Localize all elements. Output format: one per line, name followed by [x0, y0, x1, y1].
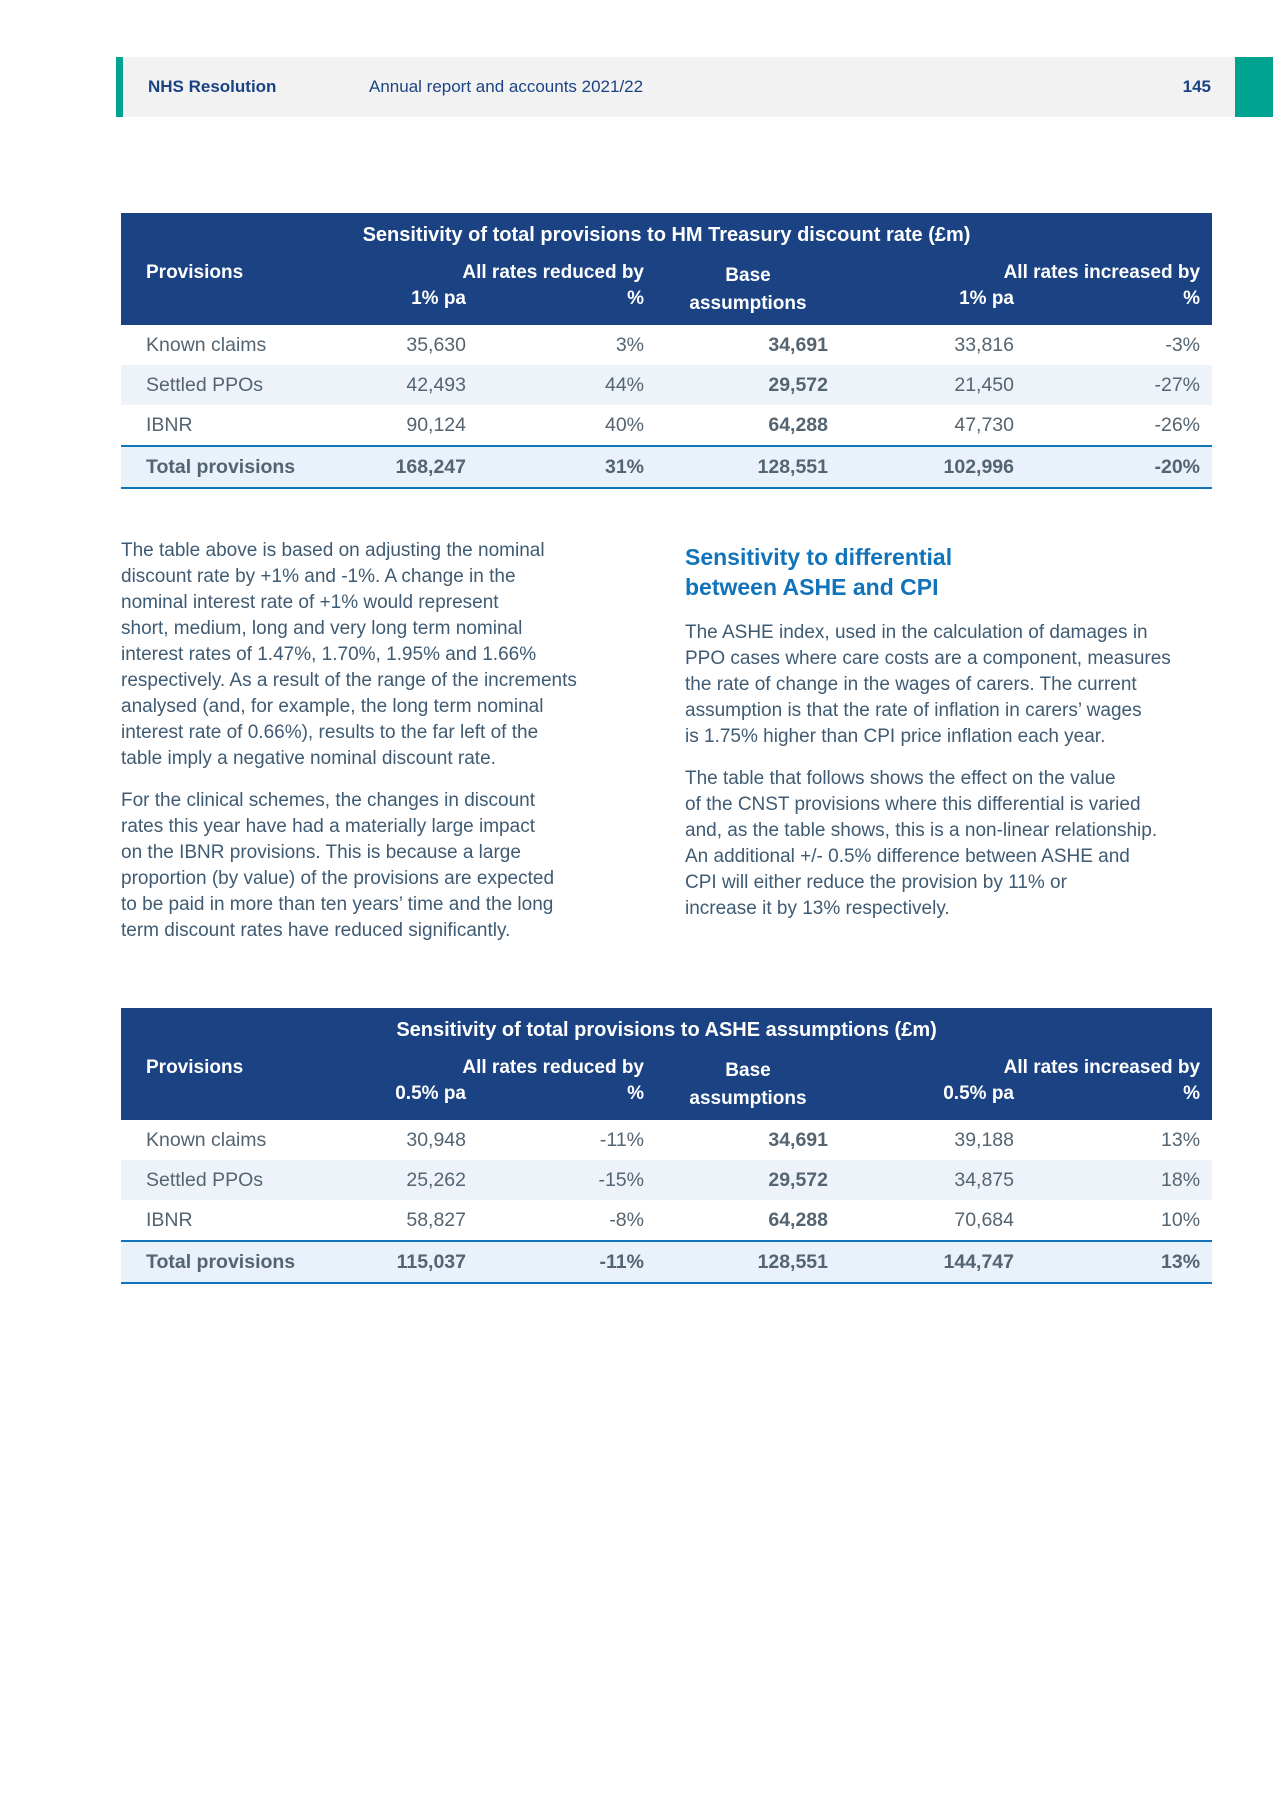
table-row: Settled PPOs 25,262 -15% 29,572 34,875 1… [121, 1160, 1213, 1200]
cell-increased-pct: 13% [1161, 1128, 1201, 1151]
column-header-provisions: Provisions [121, 254, 311, 325]
cell-base: 29,572 [768, 1168, 828, 1191]
total-increased-pct: -20% [1026, 445, 1213, 489]
column-header-base: Base assumptions [656, 1049, 840, 1120]
table-row: Known claims 35,630 3% 34,691 33,816 -3% [121, 325, 1212, 365]
sub-header-rate-reduced: 0.5% pa [311, 1079, 478, 1120]
ashe-sensitivity-table: Sensitivity of total provisions to ASHE … [121, 1008, 1213, 1284]
cell-increased-pct: -3% [1165, 333, 1201, 356]
cell-reduced-pct: -8% [609, 1208, 644, 1231]
row-label: IBNR [146, 413, 193, 436]
document-title: Annual report and accounts 2021/22 [369, 77, 644, 96]
paragraph: The table that follows shows the effect … [685, 768, 1158, 919]
total-base: 128,551 [656, 445, 840, 489]
total-increased: 144,747 [840, 1240, 1026, 1284]
sub-header-rate-increased: 0.5% pa [840, 1079, 1026, 1120]
cell-reduced: 42,493 [406, 373, 466, 396]
cell-reduced: 35,630 [406, 333, 466, 356]
table-row: Known claims 30,948 -11% 34,691 39,188 1… [121, 1120, 1212, 1160]
section-heading: Sensitivity to differential between ASHE… [685, 544, 953, 600]
cell-reduced: 90,124 [406, 413, 466, 436]
sub-header-pct-reduced: % [478, 284, 656, 325]
teal-accent-block-right [1235, 57, 1273, 117]
table-sub-header-row: 1% pa % 1% pa % [121, 284, 1213, 325]
brand-text: NHS Resolution [148, 77, 277, 96]
column-header-reduced: All rates reduced by [311, 1049, 656, 1079]
hm-treasury-sensitivity-table: Sensitivity of total provisions to HM Tr… [121, 213, 1213, 489]
row-label: Settled PPOs [146, 1168, 264, 1191]
cell-base: 64,288 [768, 413, 828, 436]
table-total-row: Total provisions 168,247 31% 128,551 102… [121, 445, 1213, 489]
sub-header-pct-increased: % [1026, 1079, 1213, 1120]
row-label: Known claims [146, 1128, 267, 1151]
cell-increased: 39,188 [954, 1128, 1014, 1151]
cell-reduced-pct: 3% [615, 333, 644, 356]
total-reduced-pct: -11% [478, 1240, 656, 1284]
row-label: IBNR [146, 1208, 193, 1231]
row-label: Settled PPOs [146, 373, 264, 396]
cell-increased-pct: -27% [1154, 373, 1201, 396]
cell-increased: 34,875 [954, 1168, 1014, 1191]
total-reduced: 115,037 [311, 1240, 478, 1284]
body-column-left: The table above is based on adjusting th… [121, 538, 591, 960]
teal-accent-bar-left [116, 57, 123, 117]
paragraph: For the clinical schemes, the changes in… [121, 790, 555, 941]
cell-base: 64,288 [768, 1208, 828, 1231]
cell-reduced-pct: 44% [604, 373, 644, 396]
sub-header-pct-increased: % [1026, 284, 1213, 325]
cell-reduced: 25,262 [406, 1168, 466, 1191]
column-header-increased: All rates increased by [840, 254, 1213, 284]
cell-base: 29,572 [768, 373, 828, 396]
total-increased: 102,996 [840, 445, 1026, 489]
total-reduced-pct: 31% [478, 445, 656, 489]
table-group-header-row: Provisions All rates reduced by Base ass… [121, 254, 1213, 325]
table-total-row: Total provisions 115,037 -11% 128,551 14… [121, 1240, 1213, 1284]
cell-reduced-pct: 40% [604, 413, 644, 436]
paragraph: The table above is based on adjusting th… [121, 540, 577, 769]
table-title-row: Sensitivity of total provisions to HM Tr… [121, 213, 1213, 254]
sub-header-rate-reduced: 1% pa [311, 284, 478, 325]
cell-increased: 47,730 [954, 413, 1014, 436]
sub-header-pct-reduced: % [478, 1079, 656, 1120]
body-text-columns: The table above is based on adjusting th… [121, 538, 1212, 960]
table-title: Sensitivity of total provisions to HM Tr… [121, 213, 1213, 254]
sub-header-rate-increased: 1% pa [840, 284, 1026, 325]
column-header-provisions: Provisions [121, 1049, 311, 1120]
cell-increased: 21,450 [954, 373, 1014, 396]
cell-reduced: 58,827 [406, 1208, 466, 1231]
total-label: Total provisions [121, 1240, 311, 1284]
page-number: 145 [1182, 77, 1211, 96]
row-label: Known claims [146, 333, 267, 356]
column-header-increased: All rates increased by [840, 1049, 1213, 1079]
paragraph: The ASHE index, used in the calculation … [685, 622, 1171, 747]
table-title-row: Sensitivity of total provisions to ASHE … [121, 1008, 1213, 1049]
table-title: Sensitivity of total provisions to ASHE … [121, 1008, 1213, 1049]
total-base: 128,551 [656, 1240, 840, 1284]
cell-increased: 70,684 [954, 1208, 1014, 1231]
cell-reduced-pct: -15% [598, 1168, 644, 1191]
cell-base: 34,691 [768, 333, 828, 356]
cell-reduced-pct: -11% [599, 1128, 644, 1151]
total-increased-pct: 13% [1026, 1240, 1213, 1284]
column-header-reduced: All rates reduced by [311, 254, 656, 284]
total-label: Total provisions [121, 445, 311, 489]
table-row: IBNR 90,124 40% 64,288 47,730 -26% [121, 405, 1212, 446]
table-row: IBNR 58,827 -8% 64,288 70,684 10% [121, 1200, 1212, 1241]
cell-increased: 33,816 [954, 333, 1014, 356]
table-row: Settled PPOs 42,493 44% 29,572 21,450 -2… [121, 365, 1213, 405]
table-group-header-row: Provisions All rates reduced by Base ass… [121, 1049, 1213, 1120]
page-header-band: NHS Resolution Annual report and account… [123, 57, 1235, 117]
column-header-base: Base assumptions [656, 254, 840, 325]
cell-increased-pct: 10% [1161, 1208, 1201, 1231]
cell-increased-pct: -26% [1154, 413, 1201, 436]
cell-reduced: 30,948 [406, 1128, 466, 1151]
cell-base: 34,691 [768, 1128, 828, 1151]
body-column-right: Sensitivity to differential between ASHE… [685, 538, 1212, 960]
total-reduced: 168,247 [311, 445, 478, 489]
table-sub-header-row: 0.5% pa % 0.5% pa % [121, 1079, 1213, 1120]
cell-increased-pct: 18% [1161, 1168, 1201, 1191]
